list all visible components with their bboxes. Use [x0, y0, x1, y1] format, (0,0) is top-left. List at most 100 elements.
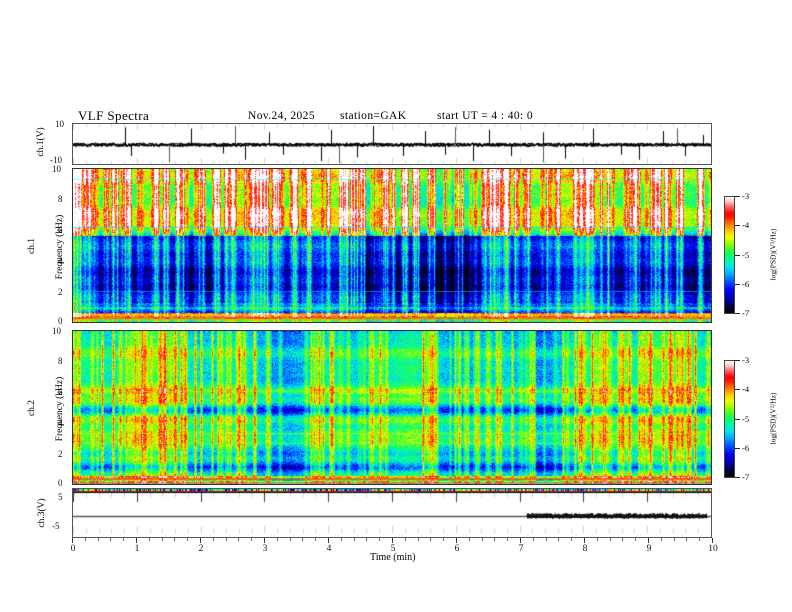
- x-tick-major: [328, 538, 329, 543]
- colorbar-ch2-label-2: -5: [742, 414, 750, 424]
- colorbar-ch2-tick-3: [735, 448, 740, 449]
- colorbar-ch1-title: log(PSD)(V²/Hz): [768, 228, 778, 281]
- colorbar-ch1-tick-1: [735, 225, 740, 226]
- colorbar-ch2-label-1: -4: [742, 384, 750, 394]
- ch1-waveform-canvas: [73, 124, 711, 164]
- ch2-spec-ytick-10: 10: [52, 326, 61, 336]
- x-tick-minor: [468, 538, 470, 541]
- x-tick-minor: [494, 538, 496, 541]
- x-tick-minor: [507, 538, 509, 541]
- colorbar-ch2-label-3: -6: [742, 443, 750, 453]
- x-tick-label: 5: [390, 544, 396, 554]
- x-tick-minor: [84, 538, 86, 541]
- x-tick-label: 9: [646, 544, 652, 554]
- header-start-time: start UT = 4 : 40: 0: [437, 110, 534, 122]
- ch2-spec-ytick-2: 2: [58, 449, 63, 459]
- panel-ch3-voltage: [72, 488, 712, 538]
- ch2-spec-ytick-4: 4: [58, 418, 63, 428]
- x-tick-major: [72, 538, 73, 543]
- colorbar-ch1-label-2: -5: [742, 250, 750, 260]
- colorbar-ch2-tick-4: [735, 477, 740, 478]
- x-tick-minor: [609, 538, 611, 541]
- panel-ch1-voltage: [72, 123, 712, 165]
- x-tick-minor: [238, 538, 240, 541]
- x-tick-minor: [366, 538, 368, 541]
- ch2-spec-ytick-8: 8: [58, 356, 63, 366]
- ch2-spec-ytick-0: 0: [58, 478, 63, 488]
- x-tick-minor: [174, 538, 176, 541]
- x-tick-label: 6: [454, 544, 460, 554]
- x-tick-minor: [596, 538, 598, 541]
- colorbar-ch2-label-0: -3: [742, 355, 750, 365]
- x-tick-major: [200, 538, 201, 543]
- x-tick-major: [392, 538, 393, 543]
- ch2-spectrogram-canvas: [73, 331, 711, 484]
- x-tick-minor: [302, 538, 304, 541]
- colorbar-ch1-tick-0: [735, 196, 740, 197]
- x-tick-minor: [315, 538, 317, 541]
- colorbar-ch2: [724, 360, 735, 478]
- x-tick-minor: [123, 538, 125, 541]
- x-tick-minor: [97, 538, 99, 541]
- ch1-spec-ylabel-frequency: Frequency (kHz): [55, 214, 65, 280]
- x-tick-minor: [532, 538, 534, 541]
- colorbar-ch2-tick-1: [735, 389, 740, 390]
- ch1-ytick-top: 10: [55, 119, 64, 129]
- x-tick-major: [712, 538, 713, 543]
- x-tick-major: [520, 538, 521, 543]
- x-tick-label: 8: [582, 544, 588, 554]
- ch3-voltage-ylabel: ch.3(V): [37, 498, 47, 528]
- colorbar-ch2-tick-2: [735, 419, 740, 420]
- x-tick-minor: [481, 538, 483, 541]
- x-tick-major: [264, 538, 265, 543]
- ch3-ytick-top: 5: [58, 492, 63, 502]
- ch1-spectrogram-canvas: [73, 169, 711, 322]
- panel-ch1-spectrogram: [72, 168, 712, 323]
- ch2-spec-ylabel-channel: ch.2: [27, 399, 37, 417]
- ch1-voltage-ylabel: ch.1(V): [36, 127, 46, 157]
- x-tick-major: [456, 538, 457, 543]
- x-tick-label: 3: [262, 544, 268, 554]
- x-tick-minor: [110, 538, 112, 541]
- x-tick-minor: [660, 538, 662, 541]
- x-tick-minor: [289, 538, 291, 541]
- colorbar-ch1-label-0: -3: [742, 191, 750, 201]
- colorbar-ch2-tick-0: [735, 360, 740, 361]
- ch1-spec-ytick-10: 10: [52, 164, 61, 174]
- x-tick-minor: [635, 538, 637, 541]
- ch3-ytick-bottom: -5: [52, 521, 60, 531]
- x-tick-minor: [571, 538, 573, 541]
- colorbar-ch1-label-1: -4: [742, 220, 750, 230]
- x-tick-minor: [353, 538, 355, 541]
- header-date: Nov.24, 2025: [248, 110, 315, 122]
- x-tick-minor: [622, 538, 624, 541]
- colorbar-ch1-label-4: -7: [742, 308, 750, 318]
- x-tick-minor: [417, 538, 419, 541]
- x-tick-minor: [379, 538, 381, 541]
- x-tick-label: 7: [518, 544, 524, 554]
- ch2-spec-ytick-6: 6: [58, 387, 63, 397]
- header-station: station=GAK: [340, 110, 407, 122]
- ch2-spec-ylabel-frequency: Frequency (kHz): [55, 376, 65, 442]
- x-tick-minor: [225, 538, 227, 541]
- panel-ch2-spectrogram: [72, 330, 712, 485]
- x-tick-minor: [558, 538, 560, 541]
- ch3-waveform-canvas: [73, 489, 711, 537]
- x-tick-minor: [161, 538, 163, 541]
- x-tick-label: 0: [70, 544, 76, 554]
- colorbar-ch1-label-3: -6: [742, 279, 750, 289]
- page-title: VLF Spectra: [78, 108, 150, 123]
- x-tick-minor: [443, 538, 445, 541]
- colorbar-ch1-tick-3: [735, 284, 740, 285]
- x-tick-minor: [404, 538, 406, 541]
- x-tick-label: 1: [134, 544, 140, 554]
- x-tick-major: [584, 538, 585, 543]
- colorbar-ch1-tick-4: [735, 313, 740, 314]
- ch1-ytick-bottom: -10: [50, 155, 62, 165]
- x-tick-minor: [187, 538, 189, 541]
- ch1-spec-ylabel-channel: ch.1: [27, 237, 37, 255]
- ch1-spec-ytick-6: 6: [58, 225, 63, 235]
- x-tick-label: 4: [326, 544, 332, 554]
- x-tick-minor: [545, 538, 547, 541]
- x-axis-label: Time (min): [370, 552, 416, 563]
